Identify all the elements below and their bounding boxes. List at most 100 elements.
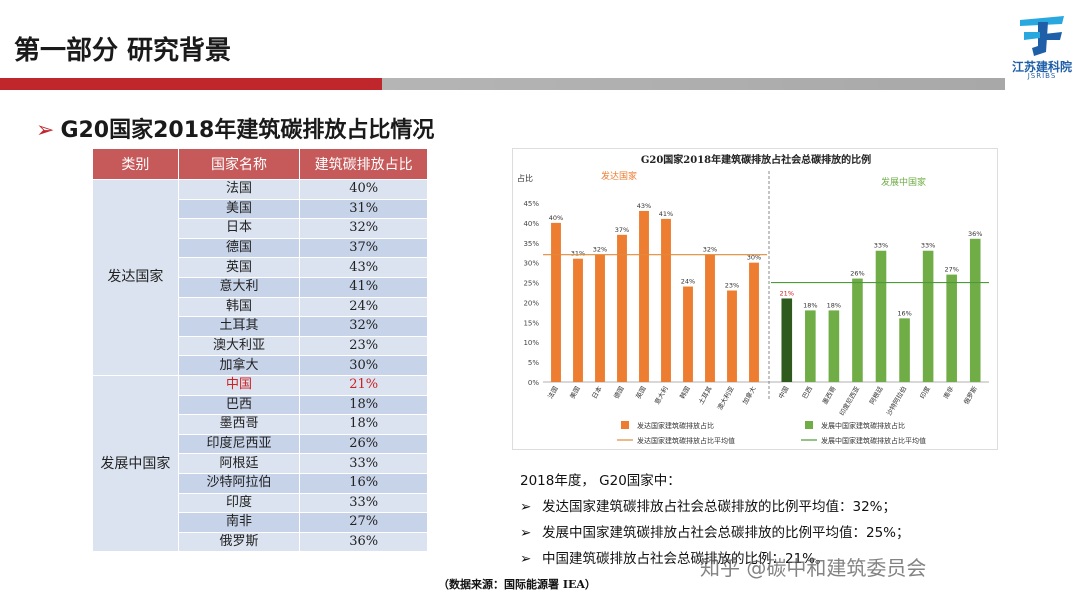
table-cell-country: 澳大利亚 [177,335,301,357]
x-tick-label: 美国 [567,385,581,401]
section-title-text: G20国家2018年建筑碳排放占比情况 [60,118,435,143]
table-cell-country: 墨西哥 [177,414,301,435]
table-cell-category: 发展中国家 [92,374,179,553]
emissions-table: 类别 国家名称 建筑碳排放占比 发达国家 法国 40% 美国 31% 日本 32% 德国 37%… [92,148,428,553]
table-row: 澳大利亚 23% [93,335,428,357]
table-row: 韩国 24% [93,296,428,318]
table-cell-country: 加拿大 [177,355,301,376]
table-cell-share: 26% [299,433,428,455]
x-tick-label: 阿根廷 [867,384,885,406]
x-tick-label: 意大利 [652,385,670,406]
x-tick-label: 印度尼西亚 [837,384,861,417]
chart-group-label: 发展中国家 [881,176,926,188]
y-tick-label: 15% [523,319,539,327]
table-cell-share: 31% [299,198,428,220]
table-cell-share: 40% [299,179,428,200]
table-header-share: 建筑碳排放占比 [299,148,428,180]
table-cell-country: 中国 [177,374,301,396]
chart-group-label: 发达国家 [601,170,637,182]
legend-swatch [621,421,629,429]
table-cell-share: 41% [299,276,428,298]
table-cell-country: 阿根廷 [177,453,301,474]
chart-bar [595,254,605,382]
bar-data-label: 24% [681,278,695,286]
chart-bar [852,278,863,382]
bar-chart: G20国家2018年建筑碳排放占社会总碳排放的比例 占比 0% 5% 10% 15% 20%… [512,148,998,450]
watermark: 知乎 @碳中和建筑委员会 [700,556,927,580]
table-row: 土耳其 32% [93,316,428,337]
arrow-bullet-icon: ➢ [520,551,532,567]
legend-label: 发展中国家建筑碳排放占比 [821,421,905,430]
table-row: 沙特阿拉伯 16% [93,472,428,494]
summary-block: 2018年度， G20国家中： ➢ 发达国家建筑碳排放占社会总碳排放的比例平均值：… [520,468,910,572]
y-axis-label: 占比 [517,173,533,183]
x-tick-label: 墨西哥 [821,385,838,406]
x-tick-label: 中国 [776,385,790,401]
summary-intro: 2018年度， G20国家中： [520,473,681,489]
table-row: 俄罗斯 36% [93,531,428,553]
bar-data-label: 33% [874,242,888,250]
bar-data-label: 36% [968,230,982,238]
table-cell-country: 德国 [177,237,301,259]
x-tick-label: 南非 [941,384,956,400]
legend-label: 发达国家建筑碳排放占比平均值 [637,436,735,445]
table-cell-country: 土耳其 [177,316,301,337]
table-header-country: 国家名称 [177,148,301,180]
table-row: 德国 37% [93,237,428,259]
chart-bar [705,254,715,382]
bar-data-label: 16% [897,309,911,317]
table-row: 巴西 18% [93,394,428,416]
chart-bar [573,258,583,382]
bar-data-label: 18% [827,301,841,309]
x-tick-label: 加拿大 [740,384,758,406]
summary-bullet-text: 发达国家建筑碳排放占社会总碳排放的比例平均值：32%； [542,499,897,515]
table-cell-share: 30% [299,355,428,376]
table-cell-country: 印度尼西亚 [177,433,301,455]
bar-data-label: 37% [615,226,629,234]
arrow-bullet-icon: ➢ [520,525,532,541]
logo-subtext: JSRIBS [1027,72,1057,80]
table-row: 日本 32% [93,218,428,239]
table-cell-share: 18% [299,414,428,435]
chart-bar [727,290,737,382]
table-cell-country: 韩国 [177,296,301,318]
y-tick-label: 10% [523,339,539,347]
x-tick-label: 澳大利亚 [715,384,736,411]
y-tick-label: 25% [523,280,539,288]
x-tick-label: 日本 [589,384,604,400]
bar-data-label: 43% [637,202,651,210]
data-source: （数据来源：国际能源署 IEA） [438,578,596,591]
chart-bar [899,318,910,382]
chart-bar [828,310,840,382]
table-header-row: 类别 国家名称 建筑碳排放占比 [92,148,428,180]
chart-bar [875,250,887,382]
chart-bar [805,310,816,382]
logo-icon [1020,16,1064,56]
chart-bar [661,218,671,382]
x-tick-label: 沙特阿拉伯 [884,385,908,418]
summary-bullet-text: 发展中国家建筑碳排放占社会总碳排放的比例平均值：25%； [542,525,910,541]
x-tick-label: 英国 [633,385,647,401]
table-cell-country: 法国 [177,179,301,200]
summary-bullet: ➢ 中国建筑碳排放占社会总碳排放的比例：21%。 [520,546,910,572]
x-tick-label: 土耳其 [696,384,714,406]
table-cell-country: 英国 [177,257,301,278]
table-cell-share: 33% [299,492,428,514]
table-cell-share: 36% [299,531,428,553]
table-cell-share: 37% [299,237,428,259]
table-cell-country: 巴西 [177,394,301,416]
summary-bullet-text: 中国建筑碳排放占社会总碳排放的比例：21%。 [542,551,829,567]
bar-data-label: 32% [593,246,607,254]
chart-bar [551,222,561,382]
x-tick-label: 韩国 [677,385,691,401]
y-tick-label: 0% [528,379,539,387]
bar-data-label: 32% [703,246,717,254]
chart-bar [946,274,957,382]
chart-bar [781,298,793,382]
table-row: 印度 33% [93,492,428,514]
bar-data-label: 41% [659,210,673,218]
bar-data-label: 23% [725,282,739,290]
table-cell-category: 发达国家 [92,179,179,376]
chart-bar [683,286,693,382]
table-cell-share: 21% [299,374,428,396]
